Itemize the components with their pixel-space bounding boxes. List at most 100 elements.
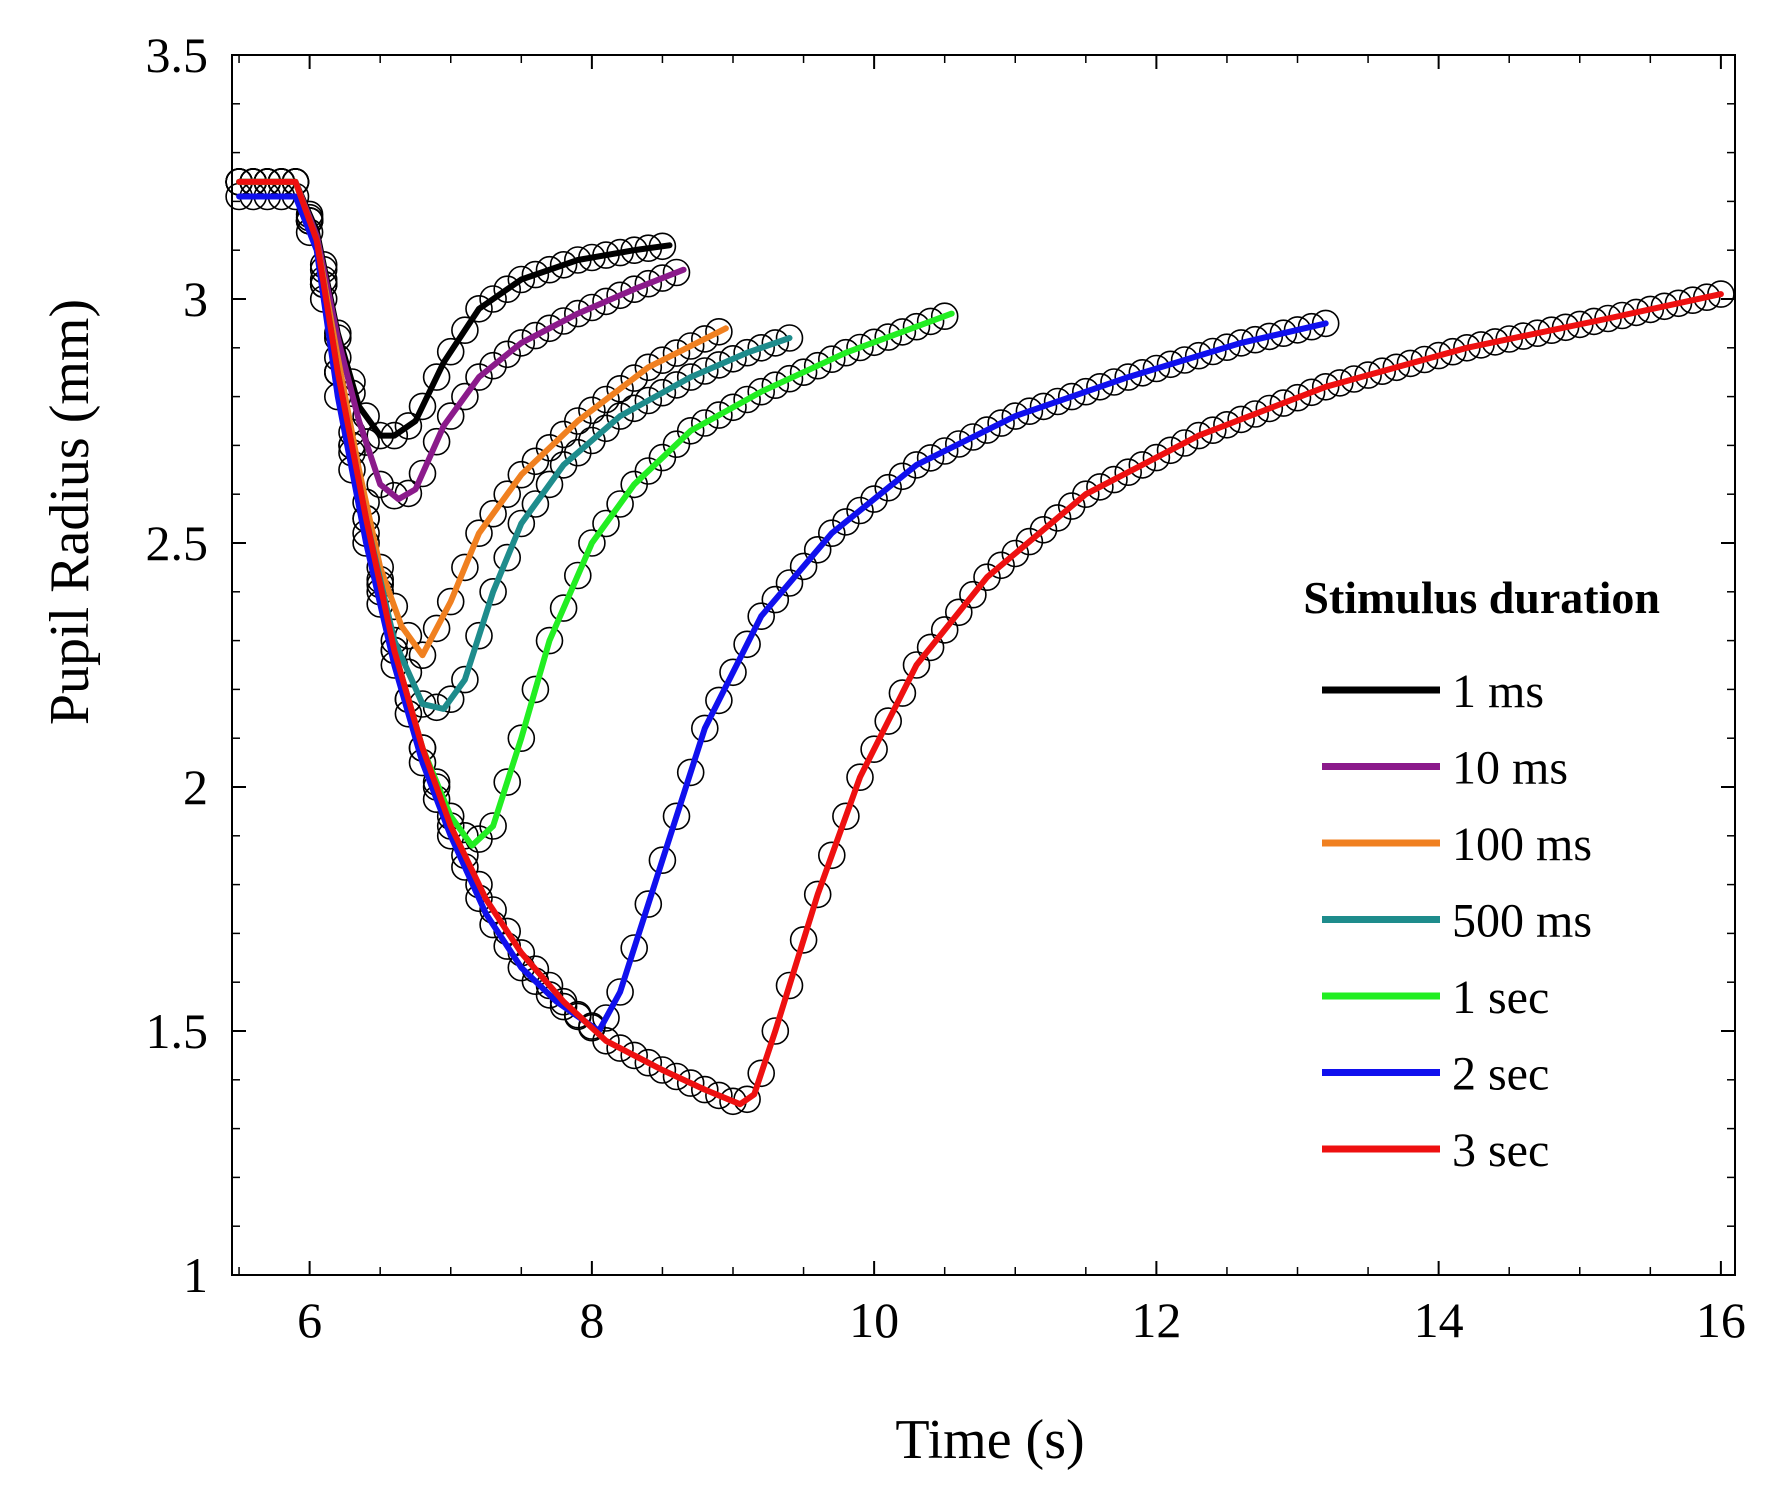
data-marker (902, 312, 931, 341)
data-marker (1057, 382, 1086, 411)
data-marker (662, 371, 691, 399)
data-marker (1100, 465, 1128, 494)
data-marker (1128, 358, 1157, 387)
data-marker (832, 338, 860, 367)
data-marker (451, 553, 479, 582)
data-marker (719, 658, 747, 687)
data-marker (662, 339, 691, 367)
data-marker (1043, 387, 1072, 416)
data-marker (944, 598, 973, 627)
data-marker (1297, 378, 1326, 407)
data-marker (747, 602, 776, 631)
data-marker (1015, 397, 1044, 426)
data-marker (620, 364, 649, 392)
data-marker (803, 535, 832, 564)
x-tick-label: 6 (297, 1292, 322, 1348)
data-marker (1086, 473, 1114, 501)
data-marker (465, 519, 493, 548)
data-marker (1424, 341, 1453, 370)
data-marker (662, 802, 691, 831)
data-marker (1269, 389, 1298, 417)
data-marker (479, 285, 507, 313)
data-marker (366, 470, 395, 499)
data-marker (634, 386, 663, 415)
y-axis-title: Pupil Radius (mm) (39, 299, 101, 725)
data-marker (1326, 369, 1354, 397)
data-marker (535, 314, 564, 343)
y-tick-label: 3 (183, 271, 208, 327)
data-marker (606, 374, 634, 403)
data-marker (1227, 405, 1255, 434)
data-marker (676, 416, 705, 445)
data-marker (1029, 515, 1058, 544)
x-tick-label: 8 (579, 1292, 604, 1348)
data-marker (606, 1034, 634, 1062)
data-marker (592, 509, 620, 538)
data-marker (789, 358, 818, 387)
data-marker (549, 250, 578, 279)
data-marker (493, 275, 522, 304)
data-marker (705, 686, 733, 715)
data-marker (634, 890, 663, 918)
y-tick-label: 1.5 (146, 1003, 209, 1059)
legend-label: 1 ms (1452, 665, 1544, 718)
data-marker (1029, 392, 1058, 421)
legend-label: 10 ms (1452, 742, 1568, 795)
data-marker (930, 302, 959, 331)
data-marker (775, 324, 804, 352)
data-marker (422, 363, 451, 391)
data-marker (1199, 337, 1227, 366)
data-marker (479, 812, 507, 840)
x-tick-label: 10 (849, 1292, 899, 1348)
data-marker (408, 641, 437, 670)
data-marker (1241, 400, 1269, 428)
data-marker (507, 265, 536, 294)
legend-label: 2 sec (1452, 1048, 1549, 1101)
data-marker (747, 1059, 776, 1088)
data-marker (648, 1056, 677, 1084)
data-marker (747, 333, 776, 362)
data-marker (549, 307, 578, 335)
data-marker (846, 333, 874, 362)
data-marker (1142, 354, 1171, 383)
plot-frame (231, 54, 1736, 1276)
data-marker (860, 735, 888, 764)
data-marker (902, 451, 931, 479)
data-marker (648, 846, 677, 875)
data-marker (789, 552, 818, 581)
data-marker (408, 392, 437, 421)
data-marker (479, 577, 507, 606)
y-tick-label: 3.5 (146, 27, 209, 83)
legend-title: Stimulus duration (1303, 572, 1660, 623)
legend-label: 500 ms (1452, 895, 1592, 948)
data-marker (1072, 480, 1100, 509)
x-tick-label: 12 (1131, 1292, 1181, 1348)
x-tick-label: 16 (1696, 1292, 1746, 1348)
data-marker (1255, 394, 1284, 423)
y-tick-label: 2 (183, 759, 208, 815)
data-marker (874, 707, 903, 735)
data-marker (817, 519, 846, 548)
data-marker (846, 763, 874, 792)
data-marker (521, 260, 550, 289)
data-marker (761, 1017, 790, 1045)
data-marker (436, 402, 465, 430)
data-marker (888, 679, 917, 707)
data-marker (761, 371, 790, 400)
data-marker (690, 714, 719, 743)
data-marker (493, 340, 522, 369)
data-marker (690, 357, 719, 385)
data-marker (775, 364, 804, 393)
data-marker (493, 768, 522, 796)
data-marker (479, 351, 507, 380)
data-marker (789, 926, 818, 954)
data-marker (690, 409, 719, 437)
data-marker (634, 1048, 663, 1077)
data-marker (817, 345, 846, 374)
data-marker (535, 470, 564, 499)
data-marker (690, 325, 719, 353)
data-marker (549, 992, 578, 1021)
data-marker (860, 485, 888, 513)
data-marker (1156, 350, 1185, 379)
